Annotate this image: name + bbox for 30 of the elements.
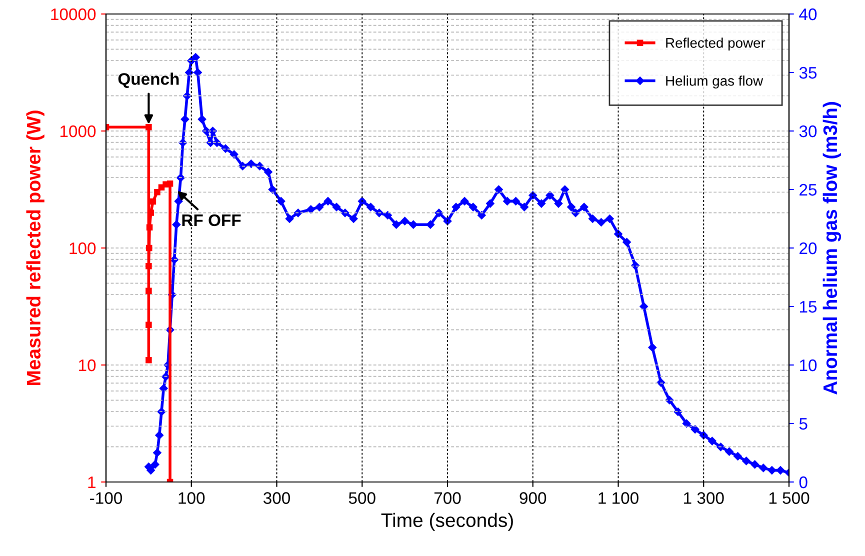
x-tick-label: 700 bbox=[434, 492, 461, 504]
y-tick-label: 100 bbox=[70, 242, 96, 254]
x-axis-title: Time (seconds) bbox=[381, 512, 513, 531]
legend-label: Reflected power bbox=[666, 38, 766, 51]
x-tick-label: 500 bbox=[348, 492, 376, 504]
y-tick-label: 10000 bbox=[51, 8, 96, 20]
x-tick-label: 1 500 bbox=[769, 492, 810, 504]
y2-tick-label: 25 bbox=[800, 184, 817, 196]
x-tick-label: 1 300 bbox=[684, 492, 724, 504]
y2-tick-label: 5 bbox=[799, 418, 808, 430]
y2-tick-label: 15 bbox=[800, 301, 817, 313]
x-tick-label: 300 bbox=[263, 492, 290, 504]
y-tick-label: 1000 bbox=[60, 125, 96, 138]
y2-tick-label: 40 bbox=[799, 8, 817, 20]
y-tick-label: 10 bbox=[79, 359, 96, 372]
y2-tick-label: 30 bbox=[799, 125, 817, 138]
x-tick-label: 900 bbox=[520, 492, 546, 504]
y-axis-title: Measured reflected power (W) bbox=[26, 110, 44, 385]
x-tick-label: 1 100 bbox=[598, 492, 638, 504]
y2-axis-title: Anormal helium gas flow (m3/h) bbox=[822, 102, 842, 394]
y2-tick-label: 10 bbox=[800, 359, 817, 372]
y-tick-label: 1 bbox=[88, 476, 96, 488]
legend-label: Helium gas flow bbox=[666, 76, 764, 89]
x-tick-label: 100 bbox=[178, 492, 205, 504]
annotation: Quench bbox=[118, 72, 179, 88]
y2-tick-label: 35 bbox=[799, 66, 817, 79]
x-tick-label: -100 bbox=[90, 492, 122, 504]
y2-tick-label: 0 bbox=[799, 476, 808, 488]
annotation: RF OFF bbox=[182, 214, 241, 226]
y2-tick-label: 20 bbox=[800, 242, 817, 254]
